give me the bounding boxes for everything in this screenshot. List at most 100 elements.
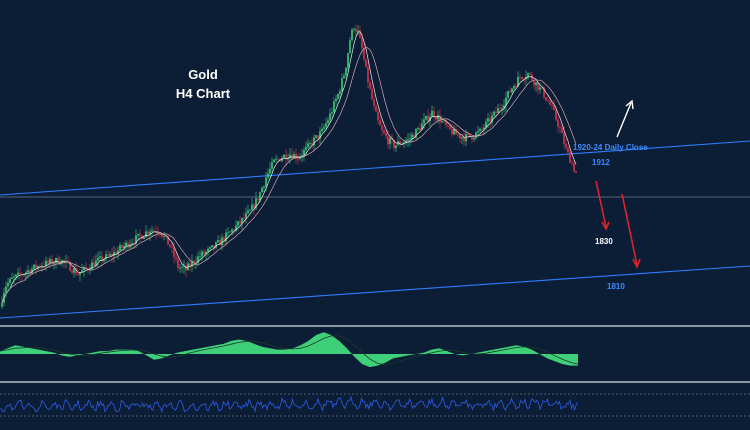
candle-body [271, 162, 273, 169]
candle-body [495, 111, 497, 113]
candle-body [183, 265, 185, 267]
candle-body [119, 245, 121, 251]
candle-body [245, 213, 247, 219]
candle-body [357, 30, 359, 32]
candle-body [465, 133, 467, 142]
candle-body [29, 270, 31, 274]
candle-body [9, 278, 11, 283]
candle-body [569, 152, 571, 163]
candle-body [233, 229, 235, 231]
candle-body [475, 132, 477, 139]
candle-body [407, 139, 409, 141]
candle-body [133, 243, 135, 244]
candle-body [203, 251, 205, 255]
candle-body [315, 135, 317, 138]
candle-body [519, 76, 521, 78]
candle-body [139, 233, 141, 236]
candle-body [101, 256, 103, 262]
candle-body [539, 87, 541, 90]
candle-body [79, 272, 81, 275]
candle-body [303, 149, 305, 156]
candle-body [341, 78, 343, 92]
candle-body [45, 260, 47, 267]
candle-body [137, 233, 139, 236]
candle-body [395, 145, 397, 149]
candle-body [415, 128, 417, 138]
candle-body [275, 158, 277, 160]
candle-body [225, 232, 227, 242]
candle-body [237, 221, 239, 226]
candle-body [121, 245, 123, 249]
candle-body [411, 134, 413, 139]
candle-body [103, 259, 105, 262]
candle-body [427, 115, 429, 122]
candle-body [537, 82, 539, 90]
candle-body [249, 209, 251, 211]
candle-body [255, 198, 257, 209]
candle-body [463, 137, 465, 142]
candle-body [343, 75, 345, 79]
candle-body [311, 143, 313, 146]
candle-body [19, 272, 21, 275]
candle-body [127, 242, 129, 248]
rsi-line [0, 395, 578, 414]
candle-body [335, 98, 337, 102]
candle-body [169, 244, 171, 247]
candle-body [87, 268, 89, 270]
candle-body [483, 127, 485, 130]
candle-body [81, 270, 83, 273]
candle-body [471, 136, 473, 140]
candle-body [459, 134, 461, 139]
candle-body [567, 147, 569, 153]
candle-body [99, 256, 101, 258]
candle-body [117, 250, 119, 255]
candle-body [125, 242, 127, 247]
candle-body [555, 109, 557, 120]
candle-body [309, 143, 311, 144]
candle-body [355, 28, 357, 32]
candle-body [51, 259, 53, 265]
candle-body [515, 86, 517, 87]
candle-body [491, 115, 493, 122]
candle-body [181, 266, 183, 268]
candle-body [433, 110, 435, 118]
candle-body [253, 204, 255, 209]
candle-body [261, 187, 263, 193]
candle-body [209, 247, 211, 249]
candle-body [175, 257, 177, 260]
candle-body [111, 253, 113, 257]
candle-body [529, 73, 531, 75]
candle-body [135, 235, 137, 244]
candle-body [189, 263, 191, 267]
candle-body [501, 108, 503, 109]
candle-body [331, 112, 333, 114]
candle-body [251, 204, 253, 210]
candle-body [227, 232, 229, 233]
candle-body [49, 259, 51, 264]
candle-body [447, 125, 449, 126]
moving-average-line [1, 31, 577, 303]
candle-body [383, 130, 385, 134]
rsi-path [0, 395, 578, 414]
candle-body [317, 135, 319, 139]
candle-body [171, 246, 173, 248]
candle-body [477, 131, 479, 133]
candle-body [11, 277, 13, 279]
candle-body [113, 251, 115, 257]
candle-body [425, 115, 427, 120]
moving-average-line [1, 47, 577, 303]
candle-body [435, 117, 437, 120]
candle-body [573, 163, 575, 172]
candle-body [239, 221, 241, 224]
candle-body [107, 254, 109, 256]
candle-body [197, 256, 199, 263]
candle-body [263, 186, 265, 188]
candle-body [431, 110, 433, 117]
candle-body [545, 97, 547, 101]
candle-body [323, 127, 325, 129]
candle-body [17, 272, 19, 275]
candle-body [457, 134, 459, 136]
candle-body [75, 268, 77, 275]
